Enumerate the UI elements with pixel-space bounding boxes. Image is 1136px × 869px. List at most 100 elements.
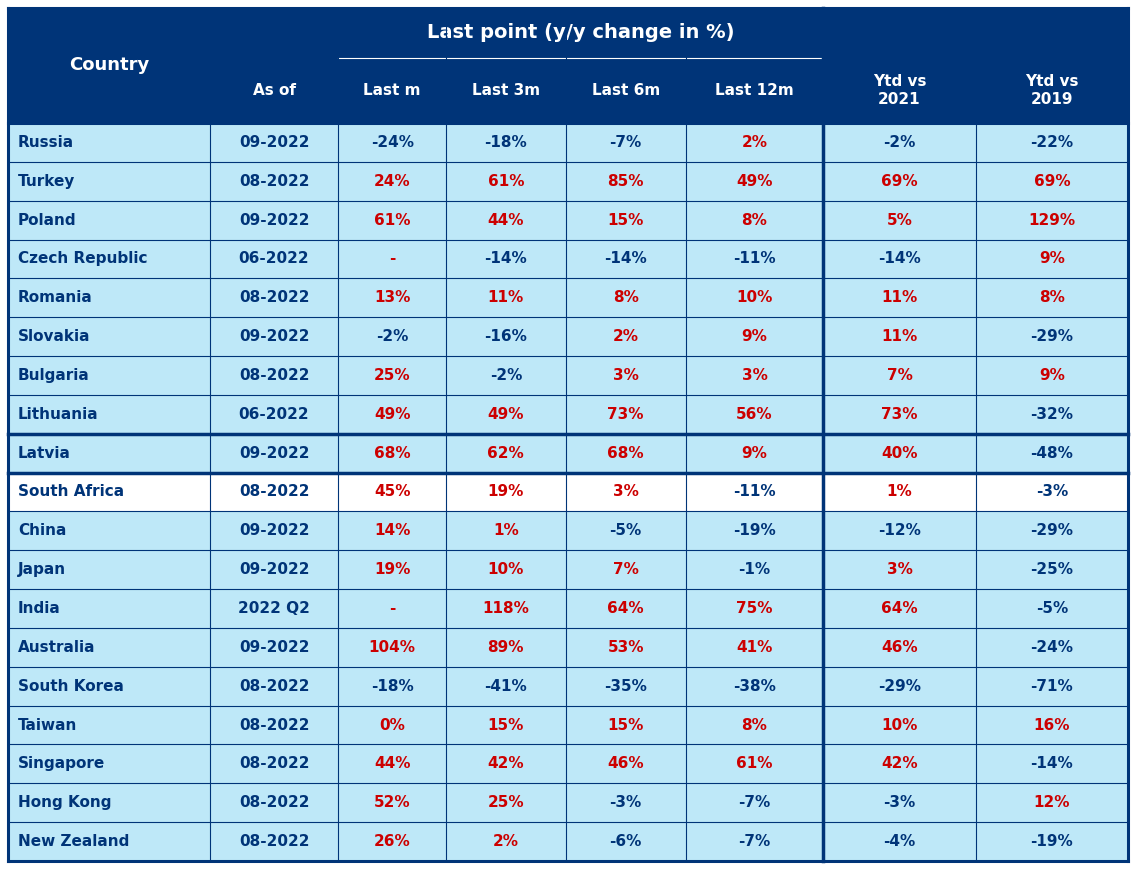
Bar <box>8 512 1128 550</box>
Text: -5%: -5% <box>610 523 642 538</box>
Text: 25%: 25% <box>374 368 410 383</box>
Text: -7%: -7% <box>738 834 770 849</box>
Text: 9%: 9% <box>742 446 768 461</box>
Text: 118%: 118% <box>483 601 529 616</box>
Text: 64%: 64% <box>608 601 644 616</box>
Text: 10%: 10% <box>487 562 524 577</box>
Text: 15%: 15% <box>487 718 524 733</box>
Text: Lithuania: Lithuania <box>18 407 99 421</box>
Text: -24%: -24% <box>1030 640 1074 655</box>
Text: 11%: 11% <box>882 329 918 344</box>
Text: -29%: -29% <box>878 679 921 693</box>
Text: 1%: 1% <box>886 485 912 500</box>
Text: 19%: 19% <box>487 485 524 500</box>
Text: -14%: -14% <box>604 251 648 267</box>
Text: 75%: 75% <box>736 601 772 616</box>
Text: -3%: -3% <box>610 795 642 810</box>
Text: Singapore: Singapore <box>18 756 106 772</box>
Text: 68%: 68% <box>374 446 410 461</box>
Text: 09-2022: 09-2022 <box>239 446 309 461</box>
Text: 3%: 3% <box>742 368 768 383</box>
Text: 3%: 3% <box>612 485 638 500</box>
Text: 46%: 46% <box>882 640 918 655</box>
Text: -5%: -5% <box>1036 601 1068 616</box>
Text: 45%: 45% <box>374 485 410 500</box>
Text: 5%: 5% <box>886 213 912 228</box>
Text: 09-2022: 09-2022 <box>239 640 309 655</box>
Text: 08-2022: 08-2022 <box>239 174 309 189</box>
Text: -25%: -25% <box>1030 562 1074 577</box>
Text: 2022 Q2: 2022 Q2 <box>239 601 310 616</box>
Text: Czech Republic: Czech Republic <box>18 251 148 267</box>
Text: Country: Country <box>68 56 149 75</box>
Text: 2%: 2% <box>742 135 768 150</box>
Text: 44%: 44% <box>487 213 524 228</box>
Text: -41%: -41% <box>484 679 527 693</box>
Bar <box>8 706 1128 745</box>
Text: -16%: -16% <box>484 329 527 344</box>
Text: 08-2022: 08-2022 <box>239 795 309 810</box>
Text: 9%: 9% <box>742 329 768 344</box>
Text: -35%: -35% <box>604 679 648 693</box>
Text: 129%: 129% <box>1028 213 1076 228</box>
Text: 2%: 2% <box>493 834 519 849</box>
Text: -14%: -14% <box>1030 756 1074 772</box>
Text: -: - <box>389 601 395 616</box>
Text: 8%: 8% <box>612 290 638 305</box>
Text: -18%: -18% <box>484 135 527 150</box>
Text: -2%: -2% <box>884 135 916 150</box>
Text: Poland: Poland <box>18 213 76 228</box>
Text: 15%: 15% <box>608 718 644 733</box>
Text: Last 3m: Last 3m <box>471 83 540 98</box>
Text: 11%: 11% <box>487 290 524 305</box>
Text: 10%: 10% <box>882 718 918 733</box>
Text: -2%: -2% <box>490 368 523 383</box>
Text: 41%: 41% <box>736 640 772 655</box>
Bar <box>8 8 1128 123</box>
Text: 104%: 104% <box>369 640 416 655</box>
Text: 16%: 16% <box>1034 718 1070 733</box>
Text: Slovakia: Slovakia <box>18 329 91 344</box>
Text: 44%: 44% <box>374 756 410 772</box>
Text: 7%: 7% <box>612 562 638 577</box>
Text: Australia: Australia <box>18 640 95 655</box>
Text: 08-2022: 08-2022 <box>239 368 309 383</box>
Text: 49%: 49% <box>736 174 772 189</box>
Text: 89%: 89% <box>487 640 524 655</box>
Text: 09-2022: 09-2022 <box>239 213 309 228</box>
Text: -4%: -4% <box>884 834 916 849</box>
Text: -12%: -12% <box>878 523 921 538</box>
Text: 19%: 19% <box>374 562 410 577</box>
Text: 73%: 73% <box>882 407 918 421</box>
Text: South Africa: South Africa <box>18 485 124 500</box>
Text: 42%: 42% <box>487 756 524 772</box>
Text: 11%: 11% <box>882 290 918 305</box>
Bar <box>8 550 1128 589</box>
Text: 06-2022: 06-2022 <box>239 251 309 267</box>
Text: Turkey: Turkey <box>18 174 75 189</box>
Text: -19%: -19% <box>733 523 776 538</box>
Text: 13%: 13% <box>374 290 410 305</box>
Text: -2%: -2% <box>376 329 408 344</box>
Text: 2%: 2% <box>612 329 638 344</box>
Text: As of: As of <box>252 83 295 98</box>
Text: 8%: 8% <box>742 718 768 733</box>
Text: 8%: 8% <box>742 213 768 228</box>
Text: -38%: -38% <box>733 679 776 693</box>
Text: 61%: 61% <box>487 174 524 189</box>
Text: 06-2022: 06-2022 <box>239 407 309 421</box>
Text: 08-2022: 08-2022 <box>239 718 309 733</box>
Text: Taiwan: Taiwan <box>18 718 77 733</box>
Text: 1%: 1% <box>493 523 519 538</box>
Bar <box>8 434 1128 473</box>
Bar <box>8 317 1128 356</box>
Text: -7%: -7% <box>738 795 770 810</box>
Text: 52%: 52% <box>374 795 410 810</box>
Text: China: China <box>18 523 66 538</box>
Text: Last point (y/y change in %): Last point (y/y change in %) <box>427 23 735 43</box>
Text: 56%: 56% <box>736 407 772 421</box>
Text: 24%: 24% <box>374 174 410 189</box>
Text: 12%: 12% <box>1034 795 1070 810</box>
Text: 08-2022: 08-2022 <box>239 485 309 500</box>
Bar <box>8 278 1128 317</box>
